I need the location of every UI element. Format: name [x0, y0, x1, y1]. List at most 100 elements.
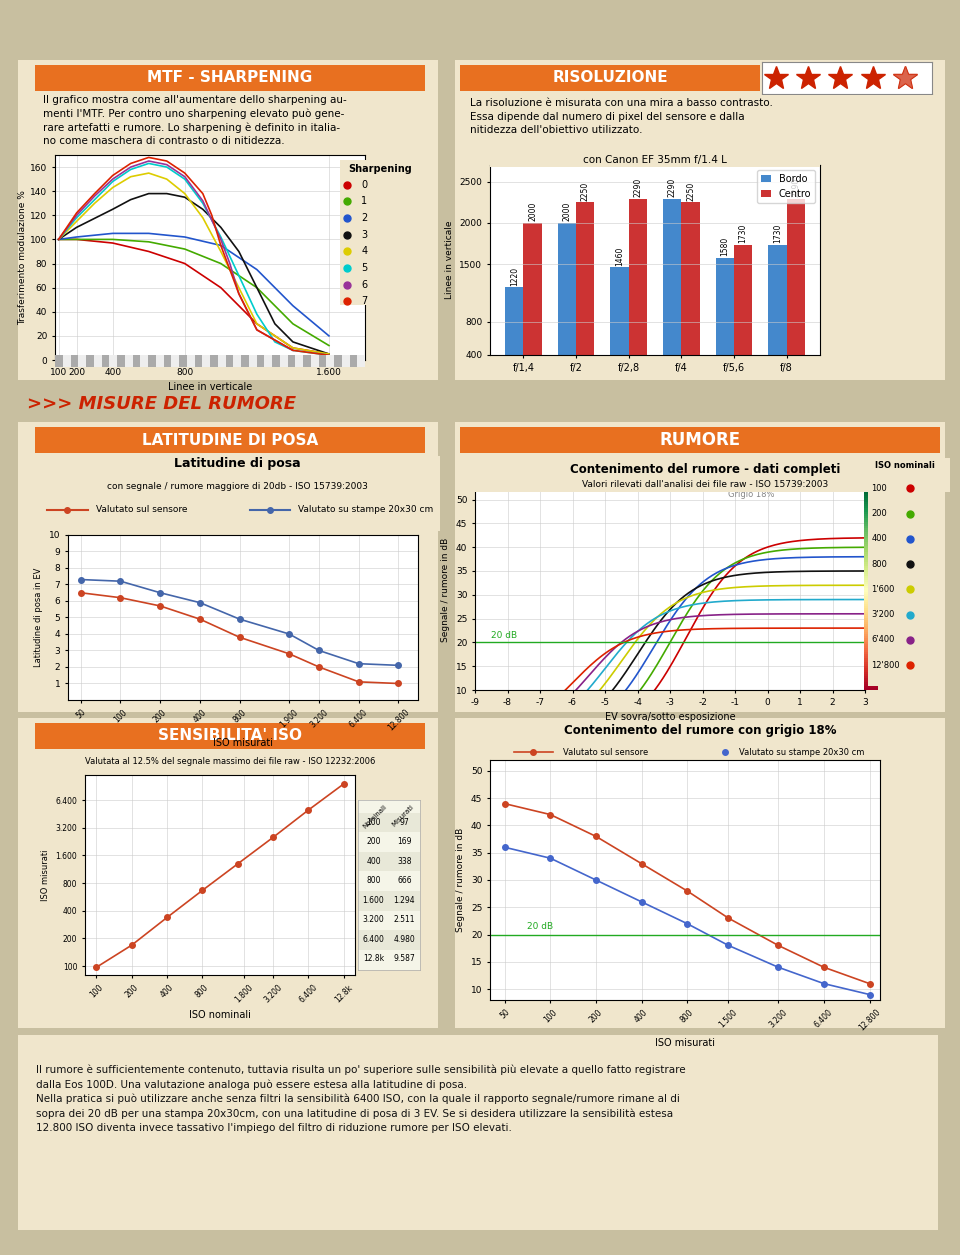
Text: 666: 666 — [397, 876, 412, 885]
Bar — [264, 355, 272, 366]
Text: LATITUDINE DI POSA: LATITUDINE DI POSA — [142, 433, 318, 448]
Text: Valutato su stampe 20x30 cm: Valutato su stampe 20x30 cm — [739, 748, 865, 757]
Text: 0: 0 — [361, 179, 368, 190]
Bar — [86, 355, 94, 366]
Text: 2.511: 2.511 — [394, 915, 416, 925]
Bar — [109, 355, 117, 366]
Bar — [663, 198, 682, 388]
Bar — [358, 813, 420, 832]
Bar — [358, 832, 420, 852]
Text: La risoluzione è misurata con una mira a basso contrasto.
Essa dipende dal numer: La risoluzione è misurata con una mira a… — [469, 98, 773, 134]
Y-axis label: Linee in verticale: Linee in verticale — [444, 221, 454, 299]
Bar — [195, 355, 203, 366]
Bar — [148, 355, 156, 366]
Text: 1730: 1730 — [773, 225, 781, 243]
Text: 1730: 1730 — [738, 225, 748, 243]
Text: 4.980: 4.980 — [394, 935, 416, 944]
Text: Latitudine di posa: Latitudine di posa — [174, 458, 300, 471]
Bar — [241, 355, 249, 366]
Text: Il rumore è sufficientemente contenuto, tuttavia risulta un po' superiore sulle : Il rumore è sufficientemente contenuto, … — [36, 1064, 686, 1133]
Text: Valutato sul sensore: Valutato sul sensore — [96, 506, 187, 515]
Bar — [349, 355, 357, 366]
Bar — [210, 355, 218, 366]
Text: 1580: 1580 — [720, 237, 730, 256]
Text: ISO nominali: ISO nominali — [875, 461, 935, 469]
Text: con segnale / rumore maggiore di 20db - ISO 15739:2003: con segnale / rumore maggiore di 20db - … — [108, 482, 368, 491]
Text: 1220: 1220 — [510, 266, 518, 286]
Text: 800: 800 — [367, 876, 381, 885]
Text: 400: 400 — [366, 857, 381, 866]
Text: Valori rilevati dall'analisi dei file raw - ISO 15739:2003: Valori rilevati dall'analisi dei file ra… — [582, 481, 828, 489]
Text: Contenimento del rumore - dati completi: Contenimento del rumore - dati completi — [570, 463, 840, 476]
Text: 800: 800 — [872, 560, 887, 569]
Bar — [156, 355, 163, 366]
Text: >>> MISURE DEL RUMORE: >>> MISURE DEL RUMORE — [27, 395, 297, 413]
Bar — [179, 355, 187, 366]
Bar — [296, 355, 303, 366]
Bar — [163, 355, 171, 366]
Bar — [125, 355, 132, 366]
Text: 1.600: 1.600 — [363, 896, 384, 905]
Bar — [786, 198, 805, 388]
Text: 9.587: 9.587 — [394, 955, 416, 964]
Bar — [358, 930, 420, 950]
Text: Valutato sul sensore: Valutato sul sensore — [563, 748, 648, 757]
Y-axis label: Latitudine di posa in EV: Latitudine di posa in EV — [35, 567, 43, 668]
Text: 2: 2 — [361, 213, 368, 223]
Y-axis label: Segnale / rumore in dB: Segnale / rumore in dB — [442, 538, 450, 643]
Text: 20 dB: 20 dB — [527, 922, 553, 931]
Text: 6'400: 6'400 — [872, 635, 895, 645]
Text: 3.200: 3.200 — [363, 915, 384, 925]
Text: con Canon EF 35mm f/1.4 L: con Canon EF 35mm f/1.4 L — [583, 156, 727, 164]
Text: 169: 169 — [397, 837, 412, 846]
Bar — [734, 245, 753, 388]
Bar — [558, 223, 576, 388]
Text: 2250: 2250 — [581, 181, 589, 201]
Bar — [203, 355, 210, 366]
Bar — [611, 267, 629, 388]
Bar — [523, 223, 541, 388]
Bar — [132, 355, 140, 366]
Bar — [576, 202, 594, 388]
Bar — [287, 355, 296, 366]
Text: Sharpening: Sharpening — [348, 164, 412, 174]
Bar — [629, 198, 647, 388]
Text: 400: 400 — [872, 535, 887, 543]
Bar — [279, 355, 287, 366]
Bar — [140, 355, 148, 366]
X-axis label: Linee in verticale: Linee in verticale — [168, 383, 252, 393]
Text: 5: 5 — [361, 264, 368, 274]
Bar — [358, 950, 420, 969]
Text: Grigio 18%: Grigio 18% — [728, 491, 775, 499]
Bar — [357, 355, 365, 366]
Bar — [334, 355, 342, 366]
Text: 6.400: 6.400 — [363, 935, 384, 944]
Bar — [233, 355, 241, 366]
Bar — [358, 910, 420, 930]
Text: 2290: 2290 — [667, 178, 677, 197]
Text: 7: 7 — [361, 296, 368, 306]
Text: SENSIBILITA' ISO: SENSIBILITA' ISO — [158, 728, 302, 743]
Text: 1460: 1460 — [615, 246, 624, 266]
Text: 3: 3 — [361, 230, 368, 240]
Bar — [70, 355, 79, 366]
Bar — [117, 355, 125, 366]
Text: 4: 4 — [361, 246, 368, 256]
Y-axis label: Segnale / rumore in dB: Segnale / rumore in dB — [456, 828, 466, 932]
Bar — [79, 355, 86, 366]
Text: 97: 97 — [399, 817, 409, 827]
Bar — [62, 355, 70, 366]
X-axis label: EV sovra/sotto esposizione: EV sovra/sotto esposizione — [605, 712, 735, 722]
Text: 2290: 2290 — [791, 178, 801, 197]
Text: 3'200: 3'200 — [872, 610, 895, 619]
Text: 2000: 2000 — [528, 202, 538, 221]
Bar — [94, 355, 102, 366]
Text: 1.294: 1.294 — [394, 896, 416, 905]
X-axis label: ISO nominali: ISO nominali — [189, 1010, 251, 1020]
Text: 1: 1 — [361, 196, 368, 206]
Text: Misurati: Misurati — [392, 803, 416, 827]
Text: Nominali: Nominali — [362, 803, 388, 830]
Text: 200: 200 — [367, 837, 381, 846]
Text: 338: 338 — [397, 857, 412, 866]
Text: 6: 6 — [361, 280, 368, 290]
